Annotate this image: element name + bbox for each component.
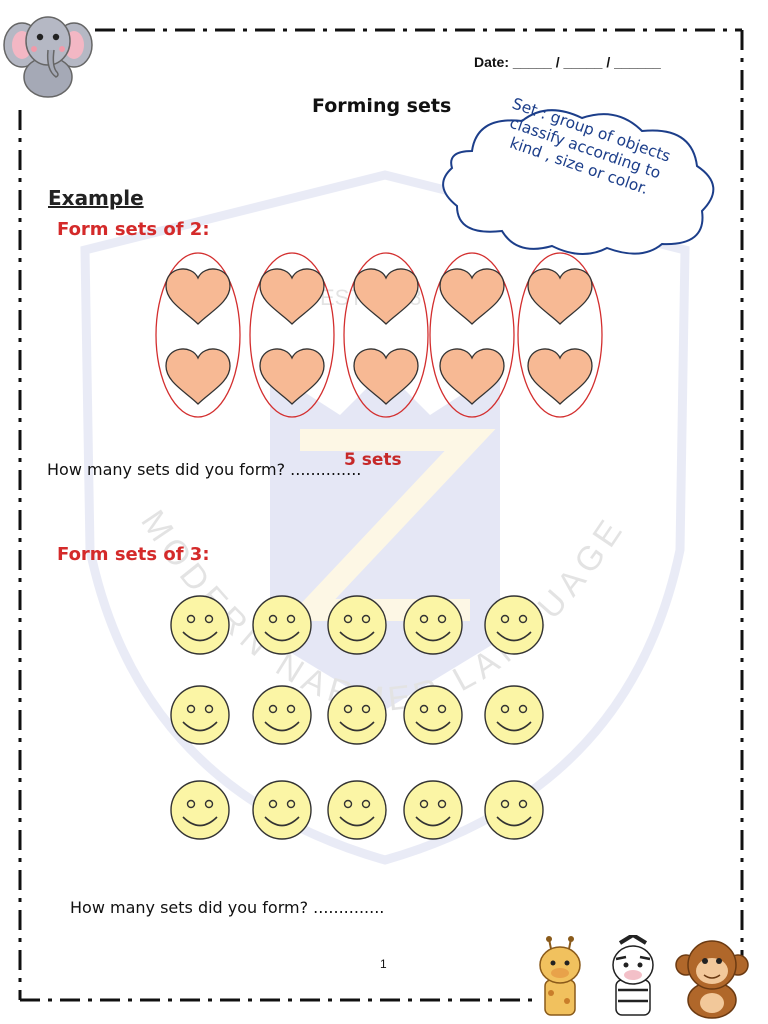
page-number: 1	[380, 957, 387, 971]
smiley-face-icon	[252, 595, 312, 655]
zebra-icon	[612, 935, 654, 1016]
smiley-face-icon	[484, 595, 544, 655]
example-heading: Example	[48, 186, 144, 210]
smiley-face-icon	[252, 685, 312, 745]
heart-group	[517, 252, 603, 418]
heart-icon	[259, 268, 325, 325]
heart-icon	[259, 348, 325, 405]
heart-icon	[527, 268, 593, 325]
smiley-face-icon	[170, 685, 230, 745]
smiley-face-icon	[170, 595, 230, 655]
section2-question: How many sets did you form? ............…	[70, 898, 385, 917]
section1-question: How many sets did you form? ............…	[47, 460, 362, 479]
heart-icon	[439, 348, 505, 405]
smiley-face-icon	[327, 595, 387, 655]
smiley-face-icon	[484, 780, 544, 840]
page-title: Forming sets	[312, 95, 452, 117]
heart-icon	[353, 268, 419, 325]
heart-group	[155, 252, 241, 418]
section1-heading: Form sets of 2:	[57, 219, 210, 240]
smiley-face-icon	[252, 780, 312, 840]
smileys-grid	[170, 595, 544, 840]
smiley-face-icon	[327, 780, 387, 840]
smiley-face-icon	[403, 595, 463, 655]
heart-icon	[353, 348, 419, 405]
giraffe-icon	[539, 936, 581, 1016]
hearts-grid	[155, 252, 603, 418]
smiley-face-icon	[327, 685, 387, 745]
smiley-face-icon	[403, 685, 463, 745]
smiley-face-icon	[170, 780, 230, 840]
heart-group	[429, 252, 515, 418]
heart-icon	[527, 348, 593, 405]
definition-cloud	[442, 109, 715, 255]
section1-answer: 5 sets	[344, 450, 402, 470]
heart-icon	[165, 268, 231, 325]
heart-icon	[439, 268, 505, 325]
smiley-face-icon	[403, 780, 463, 840]
heart-icon	[165, 348, 231, 405]
elephant-icon	[3, 16, 93, 98]
monkey-icon	[675, 940, 749, 1019]
section2-heading: Form sets of 3:	[57, 544, 210, 565]
smiley-face-icon	[484, 685, 544, 745]
date-field: Date: _____ / _____ / ______	[474, 54, 661, 70]
heart-group	[343, 252, 429, 418]
heart-group	[249, 252, 335, 418]
